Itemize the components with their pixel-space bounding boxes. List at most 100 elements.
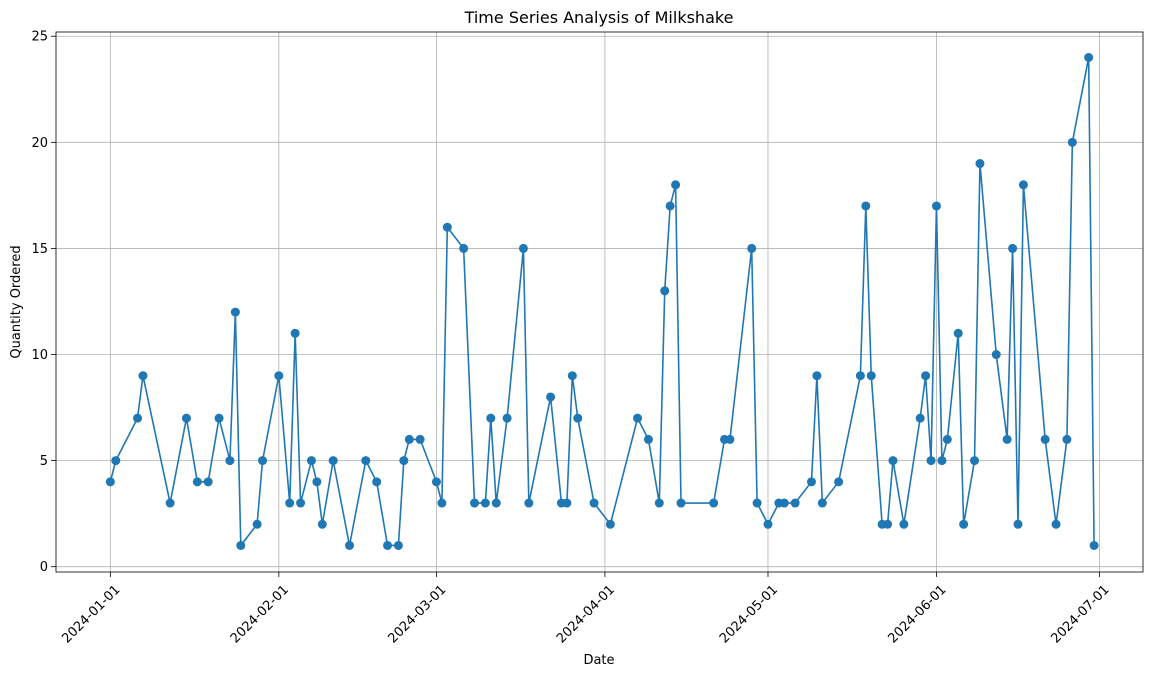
data-point [480,498,490,508]
data-point [138,371,148,381]
data-point [1013,519,1023,529]
data-point [404,434,414,444]
data-point [317,519,327,529]
data-point [312,477,322,487]
data-point [633,413,643,423]
data-point [274,371,284,381]
data-point [470,498,479,508]
data-point [1018,180,1028,190]
y-tick-label: 10 [31,348,48,363]
data-point [665,201,675,211]
data-point [861,201,871,211]
data-point [1062,434,1072,444]
data-point [654,498,664,508]
x-tick-label: 2024-02-01 [228,582,292,646]
data-point [1008,243,1018,253]
data-point [1067,137,1077,147]
y-tick-label: 0 [40,560,48,575]
data-point [214,413,224,423]
data-point [1051,519,1061,529]
data-point [486,413,496,423]
data-point [763,519,773,529]
data-point [937,456,947,466]
data-point [991,350,1001,360]
data-point [431,477,441,487]
data-point [524,498,534,508]
data-point [709,498,719,508]
data-point [203,477,213,487]
data-point [562,498,572,508]
data-point [328,456,338,466]
data-point [236,540,246,550]
data-point [459,243,469,253]
data-point [567,371,577,381]
data-point [926,456,936,466]
data-point [399,456,409,466]
x-tick-label: 2024-07-01 [1049,582,1113,646]
data-point [605,519,615,529]
y-tick-label: 20 [31,136,48,151]
data-point [812,371,822,381]
data-point [888,456,898,466]
data-point [344,540,354,550]
data-points [105,52,1099,550]
data-point [931,201,941,211]
data-point [1084,52,1094,62]
data-point [393,540,403,550]
data-point [589,498,599,508]
data-point [546,392,556,402]
y-axis-label: Quantity Ordered [9,245,24,358]
x-tick-label: 2024-03-01 [385,582,449,646]
data-point [383,540,393,550]
data-point [643,434,653,444]
data-point [1089,540,1099,550]
data-point [752,498,762,508]
data-point [883,519,893,529]
x-tick-label: 2024-04-01 [554,582,618,646]
data-point [834,477,844,487]
data-point [975,159,985,169]
y-tick-label: 5 [40,454,48,469]
data-point [1002,434,1012,444]
data-point [258,456,268,466]
data-point [866,371,876,381]
data-point [361,456,371,466]
data-point [1040,434,1050,444]
data-point [915,413,925,423]
data-point [790,498,800,508]
data-point [491,498,501,508]
y-tick-label: 25 [31,30,48,45]
plot-frame [55,31,1144,573]
x-axis: 2024-01-01 2024-02-01 2024-03-01 2024-04-01… [59,572,1113,646]
data-point [105,477,115,487]
x-tick-label: 2024-01-01 [59,582,123,646]
x-tick-label: 2024-05-01 [717,582,781,646]
data-point [230,307,240,317]
data-point [671,180,681,190]
data-point [725,434,735,444]
data-point [953,328,963,338]
data-point [296,498,306,508]
data-point [942,434,952,444]
data-point [437,498,447,508]
data-point [660,286,670,296]
data-point [518,243,528,253]
data-point [959,519,969,529]
data-point [285,498,295,508]
data-point [165,498,175,508]
data-point [192,477,202,487]
series-line [109,56,1095,547]
data-point [899,519,909,529]
x-axis-label: Date [583,653,614,668]
data-point [252,519,262,529]
data-point [181,413,191,423]
data-point [133,413,143,423]
y-axis: 0 5 10 15 20 25 [31,30,56,575]
data-point [111,456,121,466]
data-point [747,243,757,253]
data-point [225,456,235,466]
data-point [290,328,300,338]
data-point [806,477,816,487]
grid [56,32,1143,572]
data-point [970,456,980,466]
